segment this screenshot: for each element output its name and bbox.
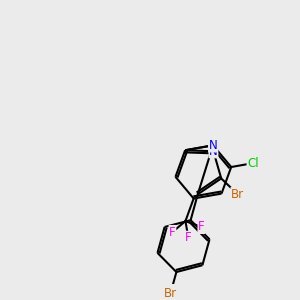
Text: N: N — [208, 139, 217, 152]
Text: Br: Br — [231, 188, 244, 201]
Text: F: F — [169, 226, 176, 238]
Text: Br: Br — [164, 287, 177, 300]
Text: F: F — [198, 220, 205, 233]
Text: Cl: Cl — [247, 157, 259, 170]
Text: N: N — [209, 145, 218, 158]
Text: F: F — [185, 231, 192, 244]
